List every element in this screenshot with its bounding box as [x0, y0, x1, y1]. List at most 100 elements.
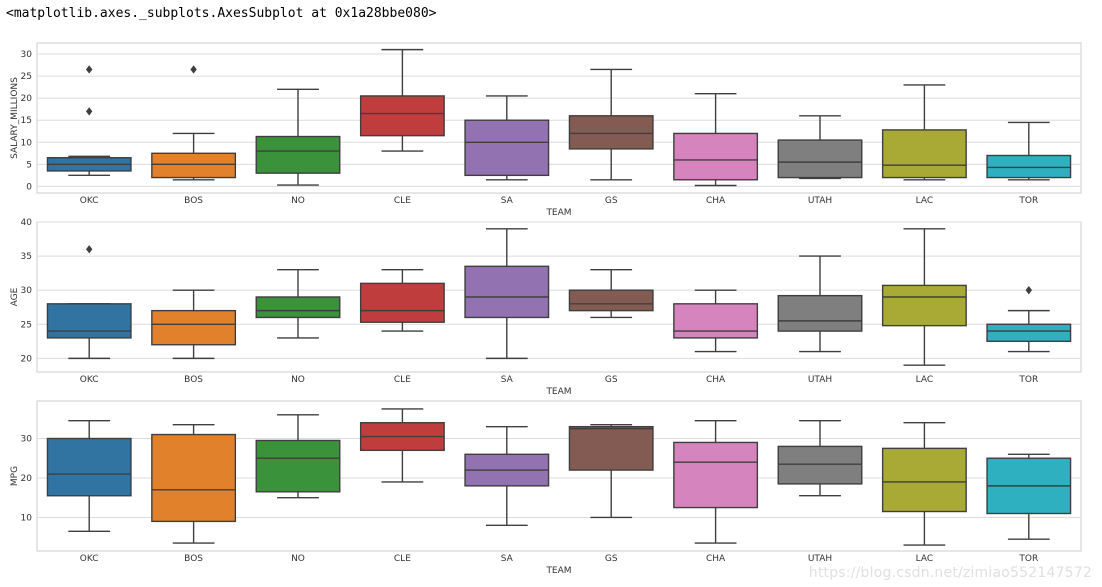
iqr-box [673, 441, 759, 509]
panel-salary-millions: 0 5 10 15 20 25 30 SALARY_MILLIONS TEAM OKC BOS NO C… [10, 42, 1082, 218]
iqr-box [464, 265, 550, 319]
x-axis-title: TEAM [545, 208, 571, 218]
iqr-box [568, 425, 654, 471]
x-axis-title: TEAM [545, 387, 571, 397]
iqr-box [986, 154, 1072, 179]
iqr-box [255, 135, 341, 174]
x-tick-label: TOR [1018, 375, 1038, 385]
iqr-box [777, 139, 863, 179]
box-okc [46, 420, 132, 532]
iqr-box [255, 296, 341, 319]
x-tick-label: LAC [916, 375, 934, 385]
box-gs [568, 423, 654, 519]
y-tick-label: 20 [21, 354, 33, 364]
y-tick-label: 30 [21, 286, 33, 296]
box-sa [464, 95, 550, 181]
box-utah [777, 115, 863, 180]
watermark-text: https://blog.csdn.net/zimiao552147572 [808, 565, 1092, 581]
box-utah [777, 255, 863, 353]
box-sa [464, 425, 550, 527]
x-tick-label: TOR [1018, 196, 1038, 206]
x-tick-label: NO [291, 554, 305, 564]
iqr-box [359, 95, 445, 137]
panel-mpg: 10 20 30 MPG TEAM OKC BOS NO CLE SA GS CHA UTAH LAC TO… [10, 400, 1082, 576]
y-tick-label: 15 [21, 116, 32, 126]
x-tick-label: CHA [706, 375, 726, 385]
box-okc [46, 245, 132, 360]
iqr-box [673, 132, 759, 181]
box-tor [986, 453, 1072, 540]
iqr-box [881, 284, 967, 327]
x-tick-label: CHA [706, 554, 726, 564]
y-axis-title: SALARY_MILLIONS [10, 77, 20, 159]
y-tick-label: 25 [21, 320, 32, 330]
iqr-box [464, 119, 550, 177]
x-tick-label: CLE [394, 554, 411, 564]
iqr-box [255, 439, 341, 493]
x-tick-label: SA [501, 554, 514, 564]
x-tick-label: OKC [80, 196, 99, 206]
box-tor [986, 121, 1072, 181]
iqr-box [568, 115, 654, 150]
box-tor [986, 286, 1072, 353]
x-tick-label: TOR [1018, 554, 1038, 564]
y-tick-label: 10 [21, 513, 33, 523]
iqr-box [881, 129, 967, 179]
box-bos [151, 423, 237, 544]
y-tick-label: 10 [21, 138, 33, 148]
x-tick-label: GS [605, 554, 618, 564]
box-gs [568, 269, 654, 319]
iqr-box [986, 323, 1072, 343]
box-no [255, 414, 341, 499]
box-cha [673, 420, 759, 544]
x-tick-label: UTAH [808, 554, 832, 564]
iqr-box [151, 433, 237, 523]
iqr-box [151, 152, 237, 179]
box-bos [151, 65, 237, 181]
iqr-box [777, 294, 863, 332]
y-tick-label: 30 [21, 50, 33, 60]
box-no [255, 88, 341, 186]
x-tick-label: SA [501, 196, 514, 206]
box-bos [151, 289, 237, 360]
x-tick-label: CLE [394, 196, 411, 206]
output-repr-text: <matplotlib.axes._subplots.AxesSubplot a… [6, 6, 437, 21]
outlier-marker [1025, 286, 1032, 295]
outlier-marker [190, 65, 197, 74]
x-tick-label: BOS [184, 554, 203, 564]
x-axis-title: TEAM [545, 566, 571, 576]
box-gs [568, 68, 654, 181]
x-tick-label: BOS [184, 375, 203, 385]
box-cle [359, 408, 445, 483]
box-lac [881, 84, 967, 181]
x-tick-label: BOS [184, 196, 203, 206]
x-tick-label: CLE [394, 375, 411, 385]
panel-age: 20 25 30 35 40 AGE TEAM OKC BOS NO CLE SA GS CHA UTAH L… [10, 218, 1082, 397]
iqr-box [673, 303, 759, 339]
x-tick-label: SA [501, 375, 514, 385]
x-tick-label: LAC [916, 196, 934, 206]
y-tick-label: 20 [21, 94, 33, 104]
x-tick-label: CHA [706, 196, 726, 206]
x-tick-label: OKC [80, 554, 99, 564]
outlier-marker [86, 65, 93, 74]
box-cha [673, 289, 759, 353]
x-tick-label: NO [291, 196, 305, 206]
x-tick-label: NO [291, 375, 305, 385]
box-lac [881, 422, 967, 546]
y-tick-label: 5 [26, 160, 32, 170]
iqr-box [46, 303, 132, 339]
box-sa [464, 228, 550, 360]
y-tick-label: 0 [26, 182, 32, 192]
iqr-box [777, 445, 863, 485]
iqr-box [359, 282, 445, 323]
y-tick-label: 30 [21, 435, 33, 445]
y-tick-label: 20 [21, 474, 33, 484]
x-tick-label: GS [605, 375, 618, 385]
box-utah [777, 420, 863, 497]
iqr-box [46, 437, 132, 497]
box-lac [881, 228, 967, 366]
x-tick-label: GS [605, 196, 618, 206]
box-no [255, 269, 341, 339]
